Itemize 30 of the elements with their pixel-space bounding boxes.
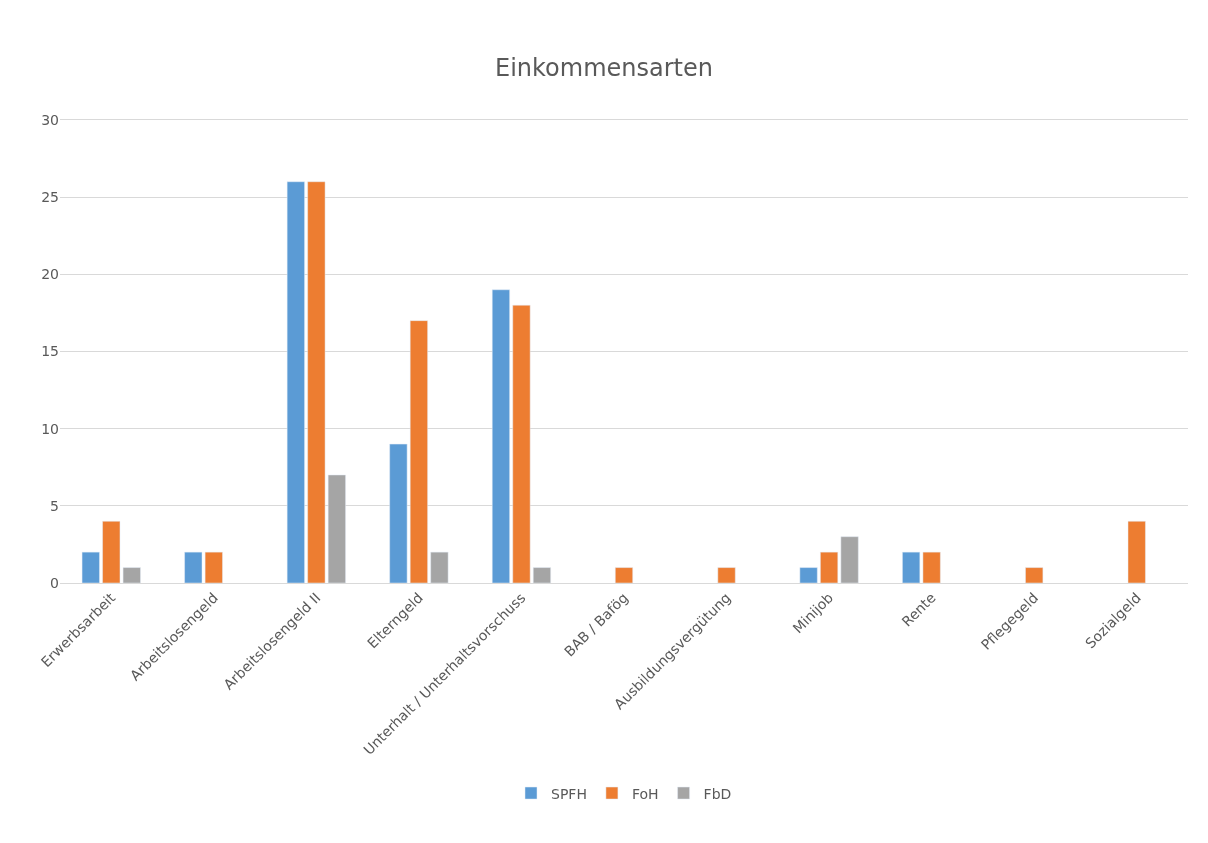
y-tick-label: 0	[50, 574, 59, 591]
bar	[512, 304, 531, 583]
bar	[430, 551, 449, 583]
bar	[409, 320, 428, 583]
legend-label: FoH	[631, 785, 659, 802]
legend-label: SPFH	[551, 785, 587, 802]
bar	[389, 443, 408, 583]
bar	[1127, 521, 1146, 583]
bar	[922, 551, 941, 583]
legend-label: FbD	[703, 785, 732, 802]
y-tick-label: 10	[41, 420, 59, 437]
y-tick-label: 30	[41, 111, 59, 128]
y-tick-label: 5	[50, 497, 59, 514]
bar	[491, 289, 510, 583]
bar	[820, 551, 839, 583]
bar	[717, 567, 736, 583]
bar	[1025, 567, 1044, 583]
bar	[286, 181, 305, 583]
chart-title: Einkommensarten	[495, 53, 713, 82]
bar	[840, 536, 859, 583]
bar	[799, 567, 818, 583]
bar	[615, 567, 633, 583]
y-tick-label: 25	[41, 189, 59, 206]
bar	[533, 567, 551, 583]
bar	[327, 474, 346, 583]
y-tick-label: 15	[41, 343, 59, 360]
y-tick-label: 20	[41, 266, 59, 283]
bar	[81, 551, 100, 583]
bar	[307, 181, 326, 583]
bar	[902, 551, 921, 583]
